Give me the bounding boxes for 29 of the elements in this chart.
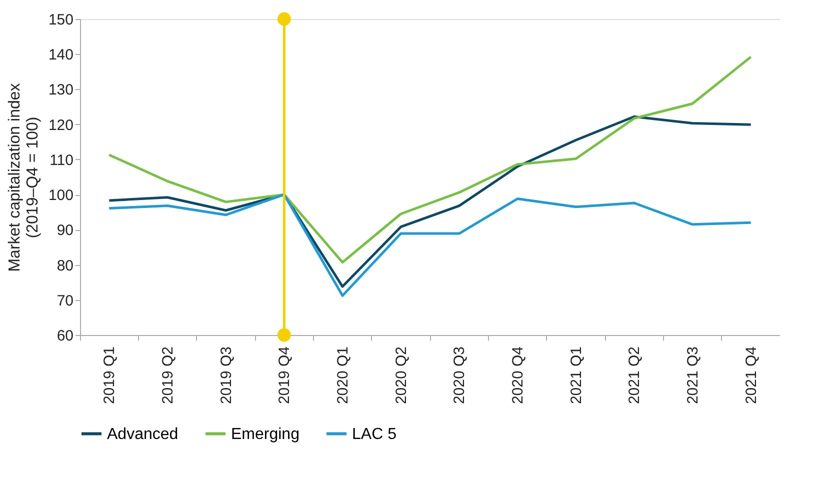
x-tick-label: 2019 Q2	[160, 346, 176, 404]
y-tick-label: 60	[56, 328, 74, 344]
y-tick-label: 90	[56, 222, 74, 240]
y-axis-title: Market capitalization index (2019–Q4 = 100)	[6, 83, 42, 272]
y-tick-label: 80	[56, 257, 74, 274]
line-series	[108, 56, 752, 264]
y-tick-label: 100	[48, 187, 74, 204]
x-tick-label: 2021 Q2	[626, 346, 644, 404]
legend-label: Advanced	[107, 426, 178, 443]
y-tick-label: 130	[48, 82, 74, 99]
x-tick-label: 2021 Q4	[742, 346, 760, 404]
legend-label: Emerging	[231, 426, 300, 443]
legend-label: LAC 5	[352, 426, 397, 443]
x-tick-label: 2020 Q2	[392, 346, 410, 404]
y-tick-label: 110	[50, 152, 74, 169]
x-tick-label: 2021 Q1	[568, 346, 585, 404]
line-series	[108, 115, 752, 288]
x-tick-label: 2019 Q3	[218, 346, 235, 404]
y-tick-label: 140	[48, 46, 74, 64]
x-tick-label: 2019 Q1	[101, 346, 118, 404]
line-series	[108, 193, 752, 297]
x-tick-label: 2021 Q3	[684, 346, 702, 404]
y-tick-label: 120	[48, 116, 74, 134]
y-tick-label: 150	[48, 12, 74, 28]
x-tick-label: 2020 Q3	[451, 346, 468, 404]
y-tick-label: 70	[56, 292, 74, 310]
x-tick-label: 2020 Q4	[510, 346, 526, 404]
x-tick-label: 2020 Q1	[334, 346, 352, 404]
x-tick-label: 2019 Q4	[276, 346, 294, 404]
